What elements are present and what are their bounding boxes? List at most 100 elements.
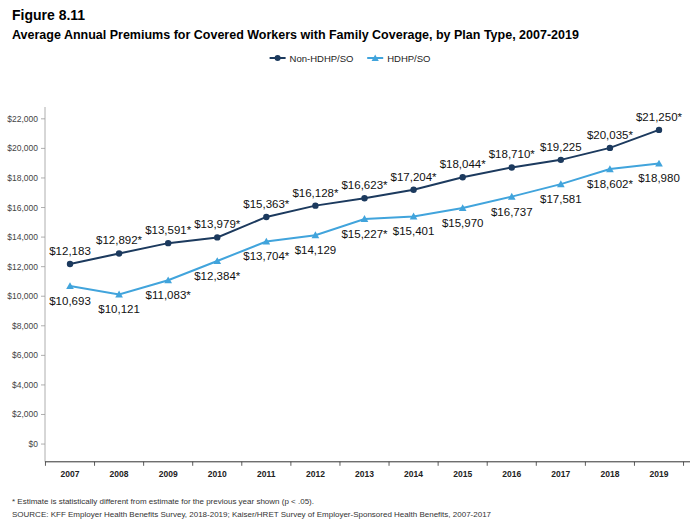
x-tick [241, 462, 242, 466]
x-tick-label: 2017 [551, 469, 570, 479]
data-point [66, 282, 74, 289]
data-point [165, 240, 171, 246]
data-label: $20,035* [587, 129, 634, 141]
x-tick-label: 2019 [650, 469, 669, 479]
x-tick-label: 2013 [355, 469, 374, 479]
data-point [67, 261, 73, 267]
data-point [607, 145, 613, 151]
x-tick-label: 2011 [257, 469, 276, 479]
data-label: $10,693 [49, 295, 91, 307]
x-tick [143, 462, 144, 466]
data-label: $15,363* [243, 198, 290, 210]
y-tick-label: $2,000 [12, 409, 38, 419]
y-tick-label: $8,000 [12, 321, 38, 331]
y-tick [41, 118, 45, 119]
data-label: $18,602* [587, 178, 634, 190]
x-tick-label: 2008 [110, 469, 129, 479]
data-label: $21,250* [636, 111, 683, 123]
data-point [459, 204, 467, 211]
chart-title: Average Annual Premiums for Covered Work… [12, 28, 579, 42]
y-tick-label: $16,000 [7, 203, 38, 213]
data-point [655, 160, 663, 167]
y-tick [41, 414, 45, 415]
data-label: $18,044* [440, 158, 487, 170]
data-label: $15,227* [341, 228, 388, 240]
legend-item: Non-HDHP/SO [270, 53, 354, 64]
legend-item: HDHP/SO [367, 53, 430, 64]
x-tick [487, 462, 488, 466]
x-tick-label: 2014 [404, 469, 423, 479]
x-tick [45, 462, 46, 466]
data-labels: $12,183$12,892*$13,591*$13,979*$15,363*$… [49, 111, 682, 316]
series-line [70, 130, 659, 264]
y-tick-label: $4,000 [12, 380, 38, 390]
data-point [606, 165, 614, 172]
y-tick [41, 355, 45, 356]
data-point [262, 238, 270, 245]
data-point [116, 250, 122, 256]
footnote: SOURCE: KFF Employer Health Benefits Sur… [12, 510, 492, 519]
data-point [410, 187, 416, 193]
data-point [410, 213, 418, 220]
x-tick-label: 2015 [453, 469, 472, 479]
data-label: $15,970 [442, 217, 484, 229]
y-tick [41, 325, 45, 326]
data-point [558, 157, 564, 163]
x-tick [192, 462, 193, 466]
data-label: $12,384* [194, 270, 241, 282]
x-tick [290, 462, 291, 466]
data-label: $12,183 [49, 245, 91, 257]
data-point [213, 257, 221, 264]
data-label: $12,892* [96, 234, 143, 246]
x-tick [585, 462, 586, 466]
y-tick [41, 384, 45, 385]
y-tick [41, 444, 45, 445]
legend-label: Non-HDHP/SO [290, 53, 354, 64]
data-label: $17,204* [391, 171, 438, 183]
x-tick-label: 2012 [306, 469, 325, 479]
data-point [115, 291, 123, 298]
data-label: $16,737 [491, 206, 533, 218]
data-label: $19,225 [540, 141, 582, 153]
y-tick [41, 266, 45, 267]
chart: Figure 8.11Average Annual Premiums for C… [0, 0, 698, 525]
y-axis-line [45, 107, 46, 462]
data-point [656, 127, 662, 133]
x-tick [683, 462, 684, 466]
y-tick-label: $6,000 [12, 350, 38, 360]
data-label: $13,979* [194, 218, 241, 230]
data-point [263, 214, 269, 220]
legend-marker [275, 55, 281, 61]
y-tick [41, 177, 45, 178]
x-tick-label: 2009 [159, 469, 178, 479]
y-tick [41, 207, 45, 208]
series-line [70, 163, 659, 294]
data-label: $18,710* [489, 148, 536, 160]
x-tick-label: 2007 [61, 469, 80, 479]
x-axis-line [45, 461, 690, 462]
x-tick-label: 2010 [208, 469, 227, 479]
y-tick-label: $10,000 [7, 291, 38, 301]
data-label: $18,980 [638, 172, 680, 184]
legend-label: HDHP/SO [387, 53, 430, 64]
x-tick-label: 2018 [600, 469, 619, 479]
data-point [312, 202, 318, 208]
data-point [164, 276, 172, 283]
y-tick [41, 148, 45, 149]
data-label: $16,623* [341, 179, 388, 191]
data-point [361, 195, 367, 201]
data-point [509, 164, 515, 170]
axes: $0$2,000$4,000$6,000$8,000$10,000$12,000… [7, 107, 690, 479]
data-label: $15,401 [393, 225, 435, 237]
x-tick [94, 462, 95, 466]
x-tick [438, 462, 439, 466]
data-point [361, 215, 369, 222]
data-label: $16,128* [292, 187, 339, 199]
footnote: * Estimate is statistically different fr… [12, 497, 314, 506]
data-point [557, 180, 565, 187]
x-tick [634, 462, 635, 466]
data-point [508, 193, 516, 200]
y-tick-label: $18,000 [7, 173, 38, 183]
x-tick [339, 462, 340, 466]
x-tick-label: 2016 [502, 469, 521, 479]
